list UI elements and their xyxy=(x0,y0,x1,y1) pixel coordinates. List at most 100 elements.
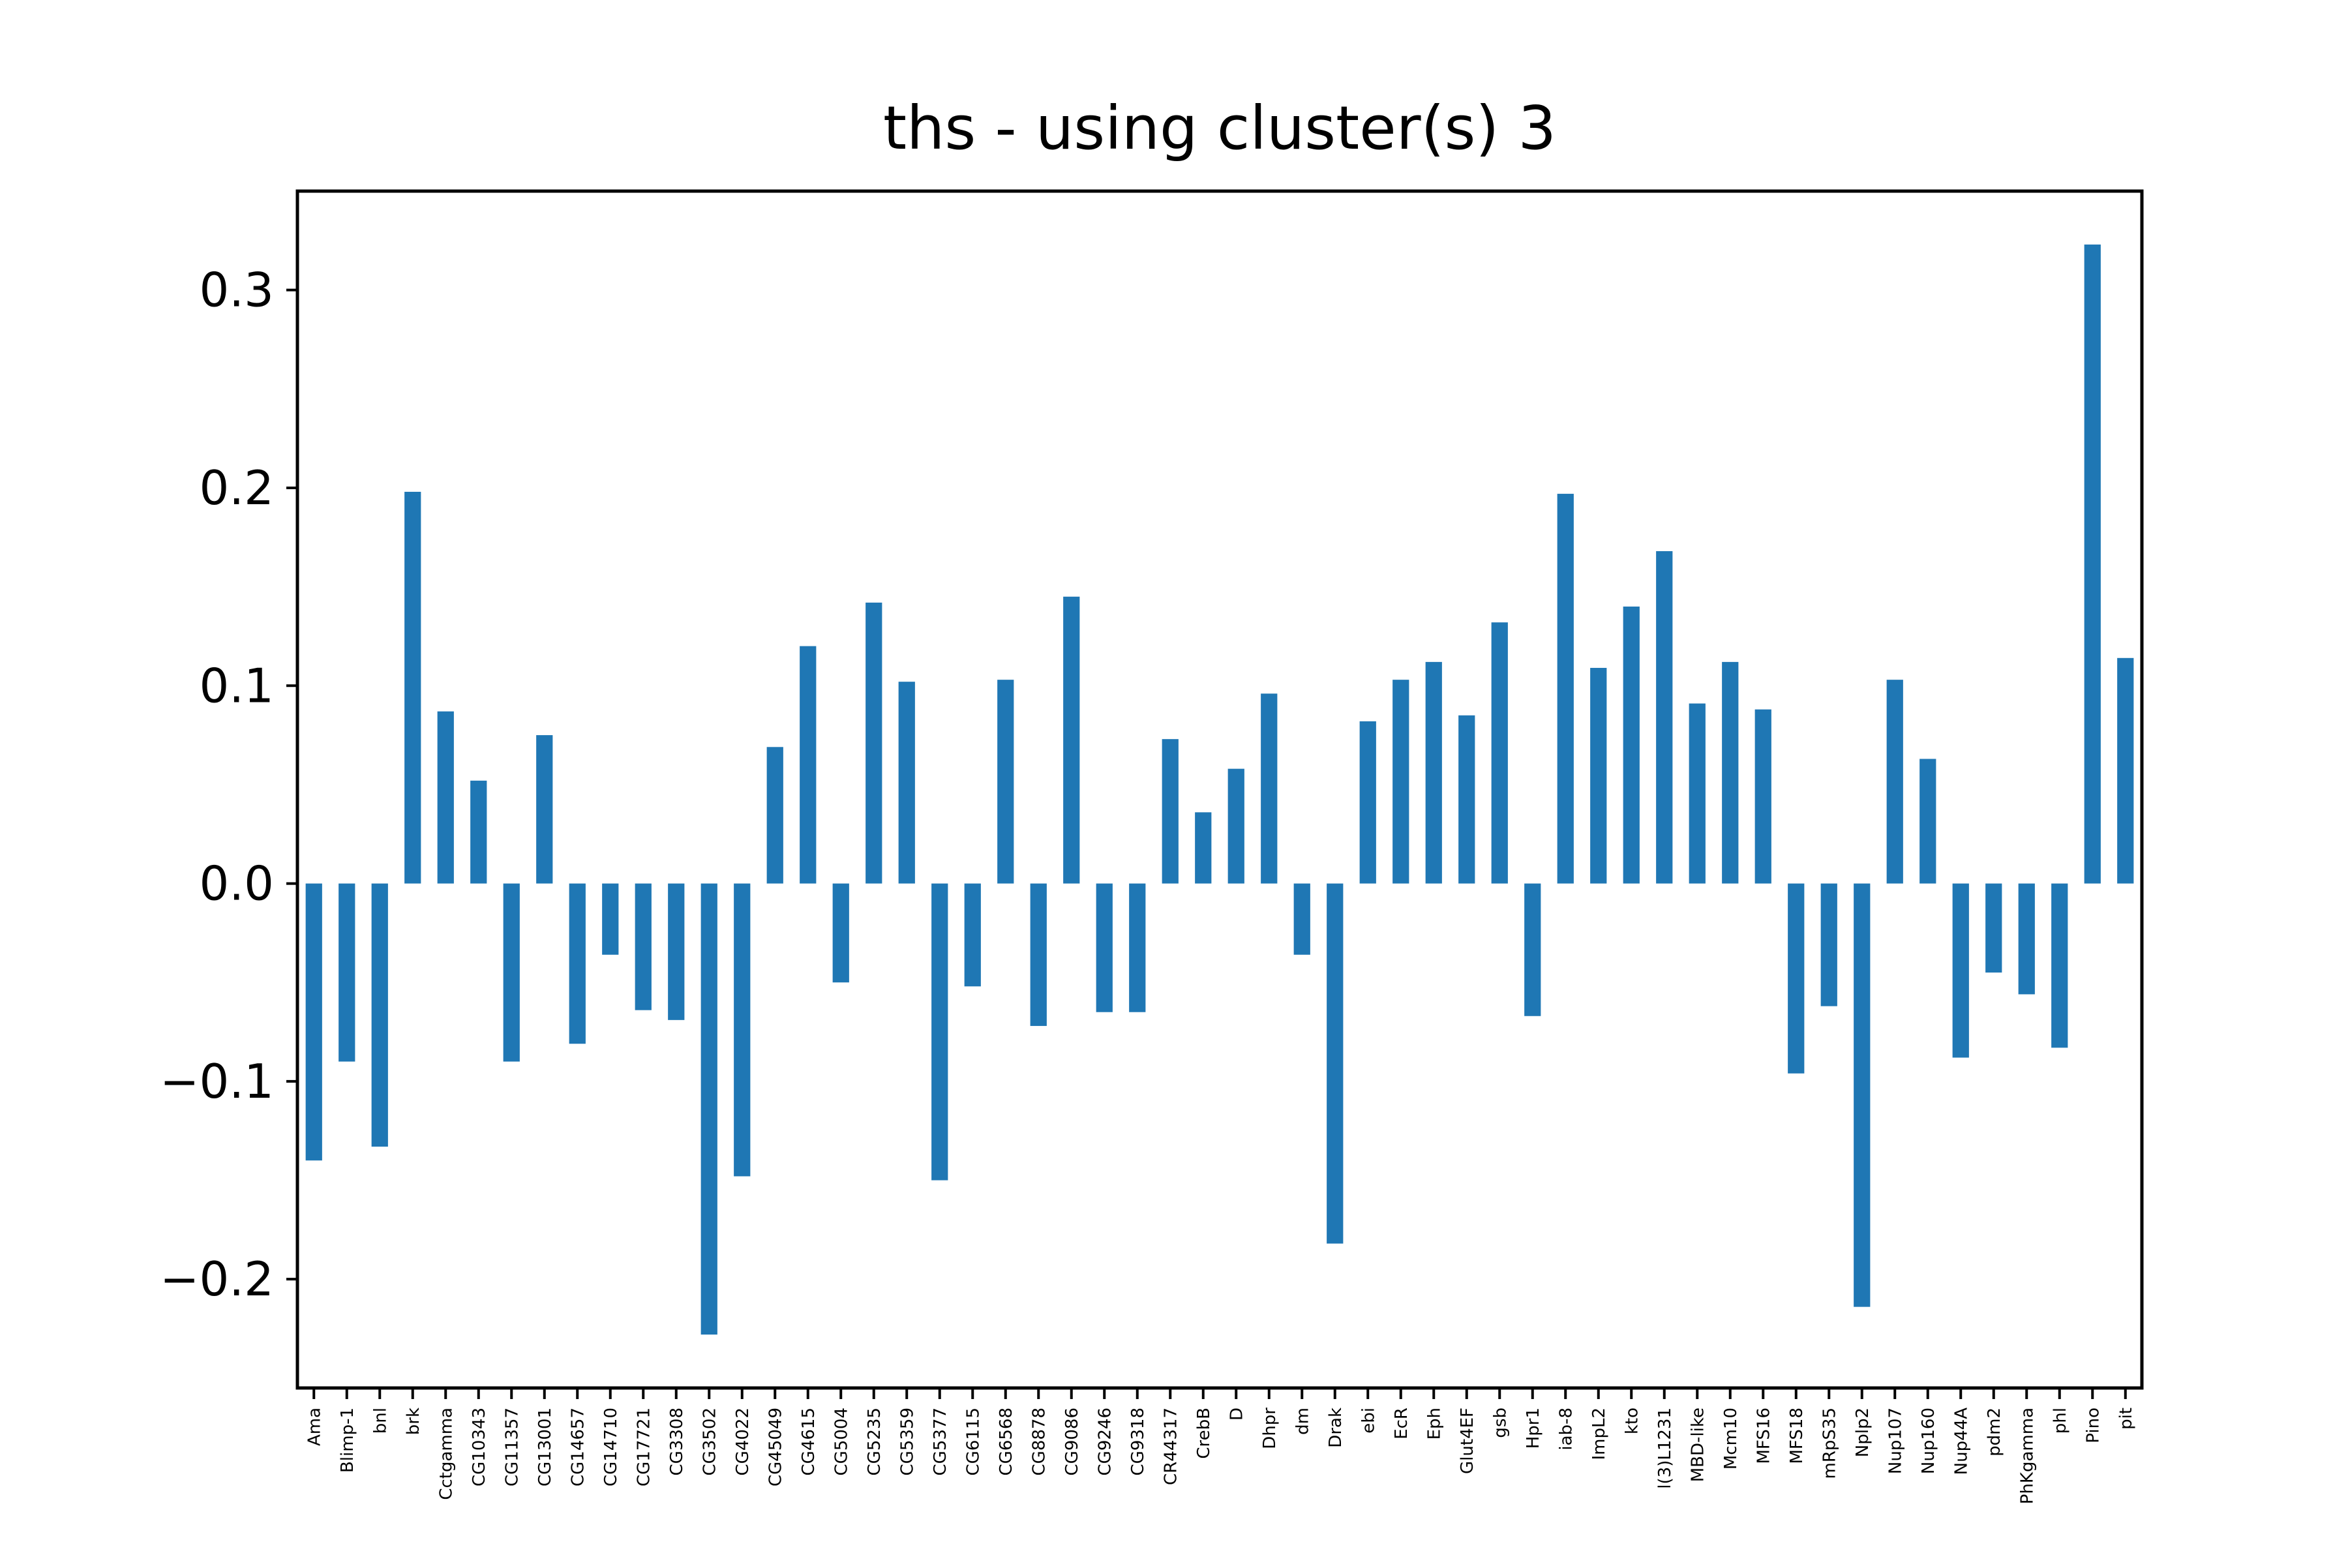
x-tick-label: Blimp-1 xyxy=(338,1408,357,1473)
plot-frame xyxy=(295,189,2144,1390)
x-tick-label: Nplp2 xyxy=(1853,1408,1873,1457)
x-tick-label: Nup107 xyxy=(1886,1408,1905,1474)
bar-CG4022 xyxy=(734,883,751,1177)
y-tick-label: 0.1 xyxy=(199,658,274,713)
bar-Blimp-1 xyxy=(339,883,355,1062)
x-tick-label: CG45049 xyxy=(766,1408,785,1486)
bar-MBD-like xyxy=(1689,703,1706,884)
y-tick-label: −0.2 xyxy=(160,1252,274,1306)
x-tick-label: Dhpr xyxy=(1260,1408,1280,1449)
x-tick-label: phl xyxy=(2051,1408,2070,1434)
x-tick-label: pdm2 xyxy=(1985,1408,2004,1456)
bar-CR44317 xyxy=(1162,739,1179,884)
x-tick-label: pit xyxy=(2116,1408,2136,1430)
x-tick-label: MFS16 xyxy=(1754,1408,1773,1464)
x-tick-label: MFS18 xyxy=(1787,1408,1807,1464)
bar-CG4615 xyxy=(800,646,817,884)
x-tick-label: Pino xyxy=(2083,1408,2103,1443)
bar-dm xyxy=(1293,883,1310,955)
bar-mRpS35 xyxy=(1820,883,1837,1006)
x-tick-label: gsb xyxy=(1490,1408,1510,1438)
bar-pit xyxy=(2117,657,2134,884)
x-tick-label: iab-8 xyxy=(1556,1408,1576,1451)
y-tick-label: 0.0 xyxy=(199,856,274,911)
bar-Nup160 xyxy=(1919,759,1936,884)
bar-Dhpr xyxy=(1261,693,1278,884)
bar-CG6115 xyxy=(964,883,981,987)
x-tick-label: CG5235 xyxy=(865,1408,884,1475)
x-tick-label: kto xyxy=(1622,1408,1642,1434)
x-tick-label: ebi xyxy=(1359,1408,1378,1434)
bar-CG9318 xyxy=(1129,883,1146,1012)
bar-Nplp2 xyxy=(1854,883,1871,1307)
bar-CG3308 xyxy=(668,883,685,1020)
bar-CG10343 xyxy=(470,780,487,884)
bar-gsb xyxy=(1491,622,1508,884)
bar-CG9246 xyxy=(1096,883,1113,1012)
x-tick-label: CG3308 xyxy=(667,1408,687,1475)
bar-Cctgamma xyxy=(437,711,454,884)
bar-Mcm10 xyxy=(1722,661,1739,884)
bar-PhKgamma xyxy=(2018,883,2035,995)
x-tick-label: CG14710 xyxy=(601,1408,621,1486)
bar-CG11357 xyxy=(503,883,520,1062)
bar-kto xyxy=(1623,606,1640,884)
bar-Pino xyxy=(2084,244,2101,884)
bar-Nup44A xyxy=(1952,883,1969,1058)
bar-MFS16 xyxy=(1754,709,1771,884)
bar-CG8878 xyxy=(1030,883,1047,1026)
bar-iab-8 xyxy=(1557,494,1574,884)
x-tick-label: CG14657 xyxy=(568,1408,588,1486)
bar-EcR xyxy=(1392,680,1409,884)
x-tick-label: CrebB xyxy=(1194,1408,1214,1459)
x-tick-label: CG11357 xyxy=(502,1408,522,1486)
x-tick-label: Eph xyxy=(1424,1408,1444,1440)
bar-CG5359 xyxy=(898,682,915,884)
x-tick-label: EcR xyxy=(1392,1408,1411,1440)
x-tick-label: CG4022 xyxy=(733,1408,753,1475)
bar-phl xyxy=(2051,883,2068,1048)
y-tick-label: −0.1 xyxy=(160,1054,274,1109)
x-tick-label: Nup44A xyxy=(1951,1408,1971,1475)
bar-D xyxy=(1227,768,1244,884)
x-tick-label: Cctgamma xyxy=(436,1408,456,1500)
bar-Ama xyxy=(305,883,322,1161)
x-tick-label: mRpS35 xyxy=(1820,1408,1839,1479)
x-tick-label: Nup160 xyxy=(1919,1408,1938,1474)
bar-CG14710 xyxy=(602,883,619,955)
y-axis: 0.3 0.2 0.1 0.0 −0.1 −0.2 xyxy=(160,263,297,1306)
bar-CG5004 xyxy=(832,883,849,983)
bar-Glut4EF xyxy=(1458,715,1475,884)
bar-bnl xyxy=(371,883,388,1147)
y-tick-label: 0.2 xyxy=(199,460,274,515)
x-tick-label: CG6115 xyxy=(963,1408,983,1475)
x-tick-label: CG13001 xyxy=(535,1408,555,1486)
x-tick-label: CG3502 xyxy=(700,1408,719,1475)
x-tick-label: CG5004 xyxy=(832,1408,851,1475)
x-tick-label: CG10343 xyxy=(470,1408,489,1486)
x-tick-label: Mcm10 xyxy=(1721,1408,1741,1470)
x-tick-label: Drak xyxy=(1326,1408,1346,1448)
x-tick-label: bnl xyxy=(370,1408,390,1434)
chart-title: ths - using cluster(s) 3 xyxy=(883,93,1556,163)
bar-CG45049 xyxy=(766,747,783,884)
y-tick-label: 0.3 xyxy=(199,263,274,318)
bar-MFS18 xyxy=(1788,883,1805,1074)
x-tick-label: CG17721 xyxy=(634,1408,654,1486)
bar-Eph xyxy=(1425,661,1442,884)
bar-l(3)L1231 xyxy=(1656,551,1673,884)
x-tick-label: Ama xyxy=(305,1408,324,1446)
bar-ImpL2 xyxy=(1590,667,1607,884)
bar-Nup107 xyxy=(1886,680,1903,884)
x-tick-label: CG9318 xyxy=(1128,1408,1148,1475)
bar-CG17721 xyxy=(635,883,652,1010)
x-tick-label: CG8878 xyxy=(1029,1408,1049,1475)
x-tick-label: ImpL2 xyxy=(1589,1408,1609,1460)
x-axis: Ama Blimp-1 bnl brk Cctgamma CG10343 CG11357 CG… xyxy=(305,1388,2136,1504)
x-tick-label: CG9246 xyxy=(1095,1408,1115,1475)
bar-CG3502 xyxy=(700,883,717,1335)
bar-Drak xyxy=(1327,883,1344,1244)
bar-CG5377 xyxy=(931,883,948,1181)
